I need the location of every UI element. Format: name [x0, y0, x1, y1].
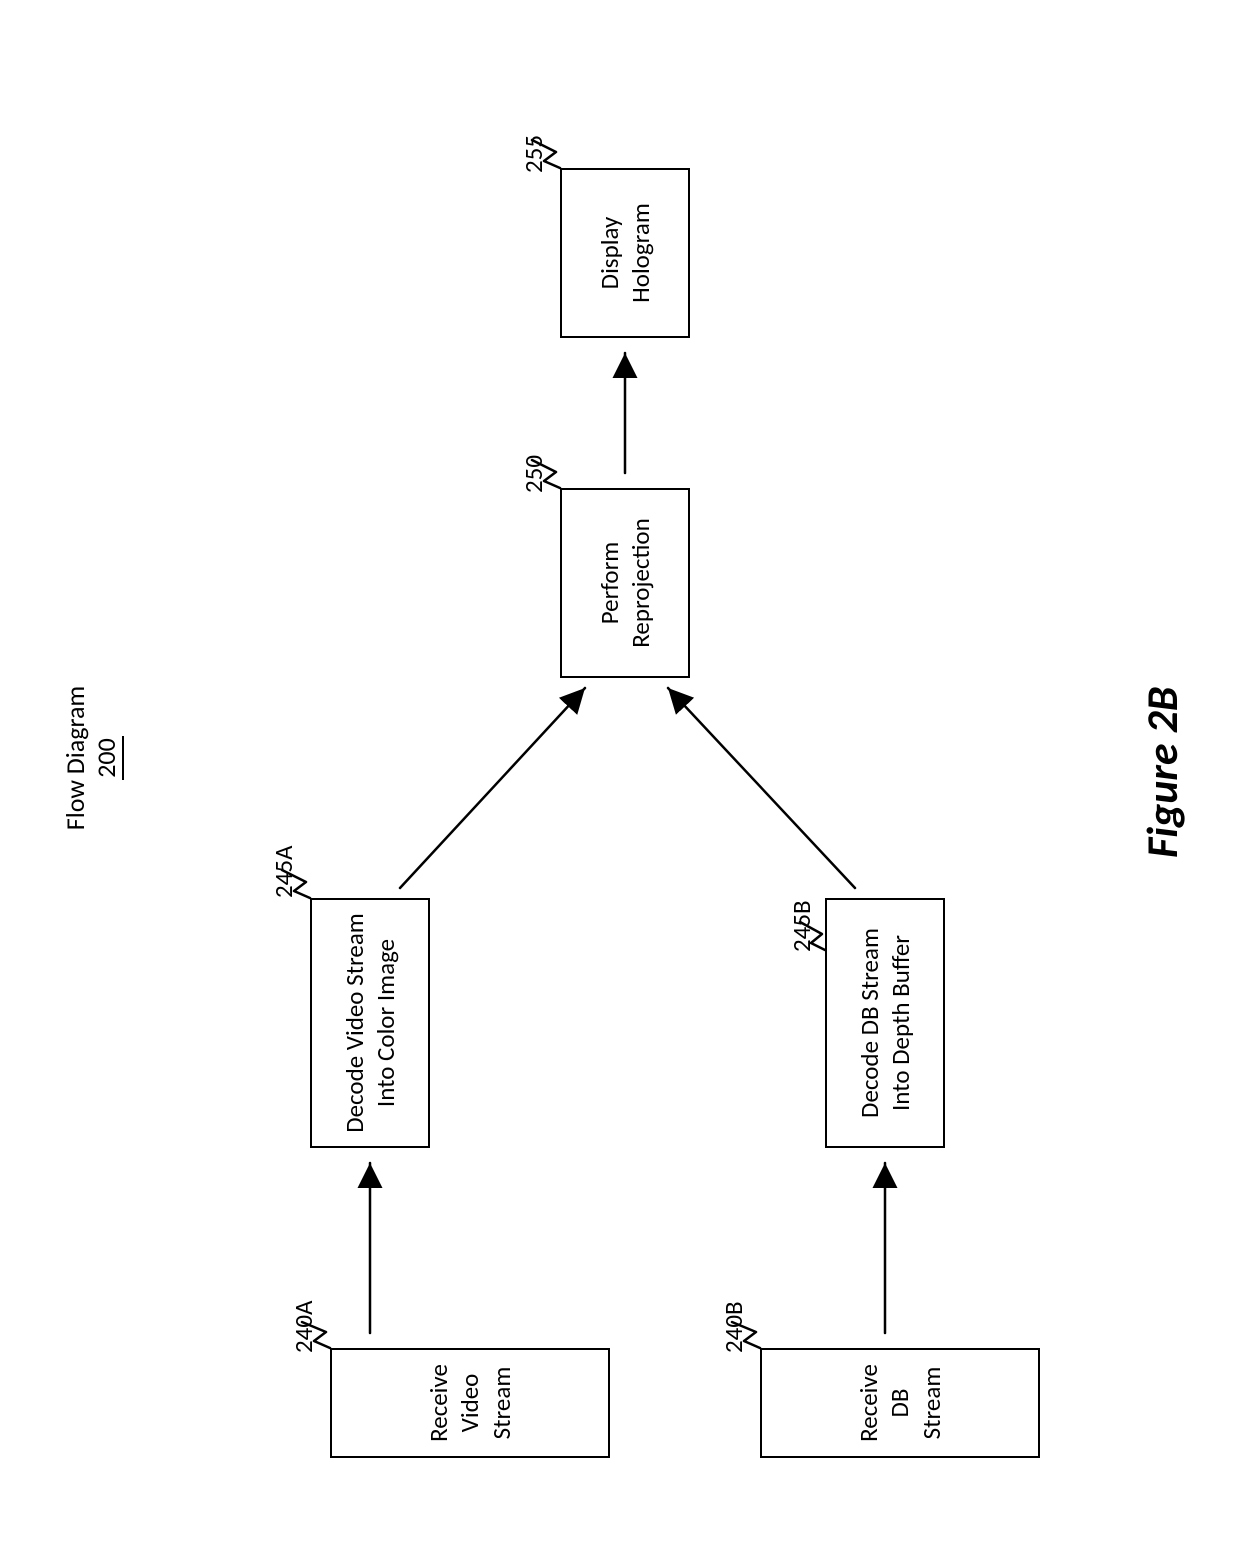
- node-label: Decode Video Stream Into Color Image: [339, 906, 402, 1140]
- diagram-title: Flow Diagram 200: [60, 658, 124, 858]
- ref-label-255: 255: [518, 135, 549, 173]
- node-decode-video-stream: Decode Video Stream Into Color Image: [310, 898, 430, 1148]
- node-label: Receive Video Stream: [423, 1356, 517, 1450]
- edge-245B-250: [668, 688, 855, 888]
- node-label: Perform Reprojection: [594, 496, 657, 670]
- node-receive-db-stream: Receive DB Stream: [760, 1348, 1040, 1458]
- node-label: Display Hologram: [594, 176, 657, 330]
- ref-label-240B: 240B: [718, 1301, 749, 1353]
- edge-245A-250: [400, 688, 585, 888]
- ref-label-240A: 240A: [288, 1301, 319, 1353]
- ref-label-250: 250: [518, 455, 549, 493]
- figure-caption: Figure 2B: [1135, 687, 1189, 858]
- node-receive-video-stream: Receive Video Stream: [330, 1348, 610, 1458]
- node-decode-db-stream: Decode DB Stream Into Depth Buffer: [825, 898, 945, 1148]
- node-perform-reprojection: Perform Reprojection: [560, 488, 690, 678]
- node-label: Receive DB Stream: [853, 1356, 947, 1450]
- ref-label-245A: 245A: [268, 846, 299, 898]
- diagram-stage: Flow Diagram 200 Receive Video Stream Re…: [0, 0, 1240, 1548]
- node-label: Decode DB Stream Into Depth Buffer: [854, 906, 917, 1140]
- title-line-1: Flow Diagram: [60, 658, 91, 858]
- node-display-hologram: Display Hologram: [560, 168, 690, 338]
- title-number: 200: [91, 736, 124, 780]
- ref-label-245B: 245B: [786, 900, 817, 952]
